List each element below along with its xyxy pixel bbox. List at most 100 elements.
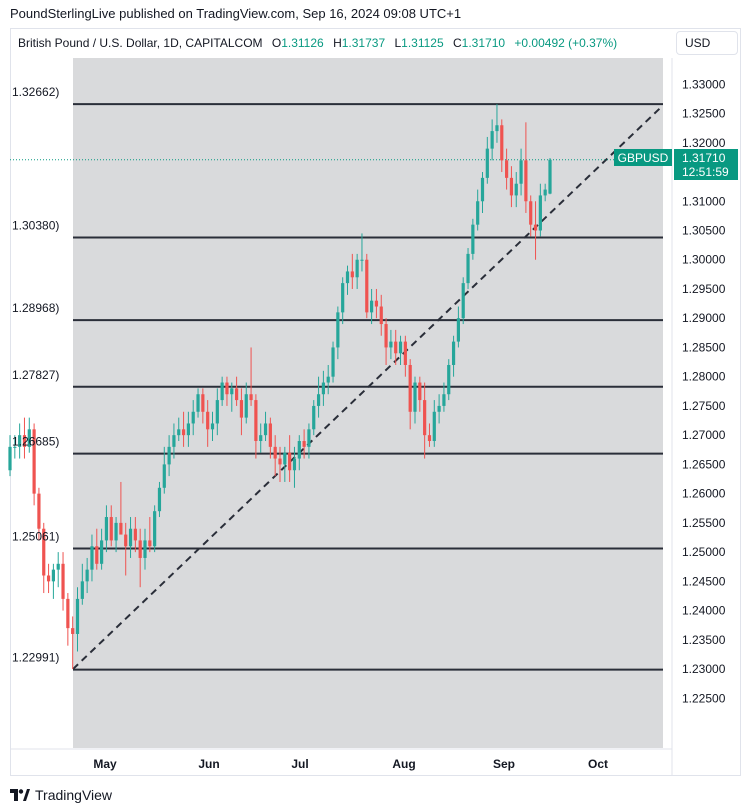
legend-close: 1.31710	[461, 36, 506, 50]
candle-body	[42, 528, 46, 576]
candle-body	[307, 429, 311, 447]
candles	[8, 104, 552, 670]
candle-body	[90, 546, 94, 570]
candle-body	[437, 405, 441, 412]
legend-close-label: C	[453, 36, 462, 50]
candle-body	[172, 435, 176, 447]
candle-body	[370, 300, 374, 313]
footer: TradingView	[10, 787, 112, 803]
candle-body	[210, 423, 215, 430]
shaded-range	[73, 58, 663, 748]
candle-body	[394, 341, 398, 354]
candle-body	[423, 400, 427, 436]
candle-body	[442, 394, 446, 406]
candle-body	[379, 306, 383, 325]
candle-body	[519, 160, 523, 184]
candle-body	[408, 364, 412, 412]
price-tag-value-bg	[674, 149, 738, 180]
candle-body	[360, 259, 364, 261]
candle-body	[259, 435, 263, 442]
candle-body	[263, 423, 268, 436]
level-label: 1.25061)	[12, 530, 59, 544]
month-tick: Jun	[198, 757, 219, 771]
candle-body	[18, 435, 22, 447]
candle-body	[466, 253, 470, 284]
price-tick: 1.33000	[682, 77, 726, 91]
legend-high: 1.31737	[341, 36, 386, 50]
candle-body	[230, 388, 234, 395]
candle-body	[495, 125, 499, 132]
legend-open: 1.31126	[281, 36, 324, 50]
price-tick: 1.29500	[682, 282, 726, 296]
candle-body	[220, 382, 224, 401]
candle-body	[384, 324, 388, 348]
candle-body	[418, 382, 422, 401]
price-tick: 1.30000	[682, 253, 726, 267]
candle-body	[432, 411, 436, 442]
price-tag-symbol-bg	[614, 149, 672, 166]
chart-legend: British Pound / U.S. Dollar, 1D, CAPITAL…	[18, 36, 617, 50]
price-tick: 1.29000	[682, 311, 726, 325]
trendline	[72, 104, 664, 670]
candle-body	[206, 411, 210, 430]
price-tick: 1.28000	[682, 370, 726, 384]
candle-body	[177, 429, 181, 436]
price-tick: 1.27500	[682, 399, 726, 413]
legend-low: 1.31125	[401, 36, 444, 50]
candle-body	[529, 201, 533, 225]
candle-body	[22, 435, 27, 447]
candle-body	[51, 569, 55, 582]
candle-body	[148, 540, 152, 547]
candle-body	[75, 598, 80, 634]
candle-body	[8, 446, 12, 471]
candle-body	[509, 177, 514, 196]
currency-button[interactable]: USD	[676, 31, 738, 55]
candle-body	[365, 259, 369, 313]
candle-body	[398, 341, 403, 354]
candle-body	[288, 452, 292, 471]
candle-body	[167, 446, 171, 465]
candle-body	[316, 394, 321, 406]
level-label: 1.28968)	[12, 301, 59, 315]
candle-body	[249, 394, 253, 401]
price-tick: 1.32000	[682, 136, 726, 150]
candle-body	[32, 429, 36, 494]
candle-body	[254, 400, 258, 442]
level-label: 1.27827)	[12, 368, 59, 382]
candle-body	[345, 271, 350, 284]
candle-body	[143, 540, 147, 558]
candle-body	[331, 347, 335, 377]
price-tick: 1.26500	[682, 457, 726, 471]
candle-body	[124, 534, 128, 547]
level-labels: 1.32662) 1.30380) 1.28968) 1.27827) 1.26685)…	[12, 85, 59, 665]
candle-body	[321, 382, 325, 395]
price-tick: 1.22500	[682, 691, 726, 705]
candle-body	[27, 429, 31, 447]
level-label: 1.32662)	[12, 85, 59, 99]
month-tick: Jul	[291, 757, 308, 771]
candle-body	[283, 452, 287, 465]
candle-body	[119, 522, 123, 535]
candle-body	[162, 464, 166, 488]
candle-body	[312, 405, 316, 430]
candle-body	[403, 341, 407, 365]
candle-body	[451, 341, 456, 365]
candle-body	[138, 540, 142, 558]
price-tick: 1.24000	[682, 604, 726, 618]
price-tick: 1.24500	[682, 574, 726, 588]
candle-body	[85, 569, 89, 582]
candle-body	[278, 458, 282, 465]
candle-body	[485, 148, 489, 178]
candle-body	[505, 160, 509, 178]
price-tick: 1.26000	[682, 487, 726, 501]
candle-body	[413, 382, 417, 412]
candle-body	[533, 224, 538, 231]
candle-body	[500, 125, 504, 161]
candle-body	[341, 283, 345, 313]
price-tag-symbol: GBPUSD	[618, 151, 669, 165]
candle-body	[292, 458, 297, 471]
legend-open-label: O	[271, 36, 282, 50]
candle-body	[350, 271, 354, 278]
price-tick: 1.32500	[682, 107, 726, 121]
